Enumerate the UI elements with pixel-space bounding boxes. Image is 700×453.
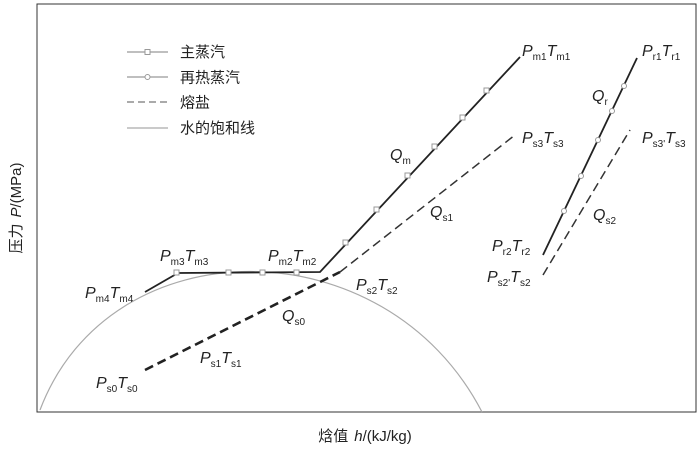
- salt-line: [144, 270, 341, 372]
- label-symbol: P: [356, 277, 367, 294]
- label-subscript: r: [604, 97, 608, 108]
- point-label: Pr1Tr1: [642, 43, 681, 63]
- legend-label: 熔盐: [180, 95, 210, 112]
- label-subscript: s1: [211, 359, 222, 370]
- label-symbol: P: [642, 43, 653, 60]
- point-label: Qr: [592, 88, 608, 108]
- legend-label: 再热蒸汽: [180, 69, 240, 86]
- label-subscript: r1: [653, 52, 662, 63]
- legend: [127, 49, 168, 129]
- label-subscript: s1: [231, 359, 242, 370]
- point-label: Qs2: [593, 207, 616, 227]
- label-subscript: s2: [367, 286, 378, 297]
- label-subscript: r2: [521, 247, 530, 258]
- label-subscript: s3: [553, 139, 564, 150]
- label-symbol: T: [662, 43, 673, 60]
- label-subscript: r2: [503, 247, 512, 258]
- label-symbol: P: [268, 248, 279, 265]
- label-symbol: P: [160, 248, 171, 265]
- point-label: Ps3'Ts3: [642, 130, 686, 150]
- point-label: Ps0Ts0: [96, 375, 138, 395]
- axis-label: 焓值 h/(kJ/kg): [318, 428, 412, 445]
- label-symbol: T: [512, 238, 523, 255]
- axis-label-part: 焓值: [318, 428, 348, 445]
- label-subscript: r1: [671, 52, 680, 63]
- point-label: Pm2Tm2: [268, 248, 317, 268]
- label-symbol: P: [492, 238, 503, 255]
- label-symbol: P: [522, 43, 533, 60]
- label-symbol: P: [85, 285, 96, 302]
- axis-label: 压力 P/(MPa): [8, 162, 25, 253]
- label-symbol: Q: [592, 88, 604, 105]
- label-subscript: s3: [533, 139, 544, 150]
- label-subscript: m2: [302, 257, 316, 268]
- point-label: Qs0: [282, 308, 305, 328]
- label-subscript: s2': [498, 278, 511, 289]
- salt-line: [542, 129, 631, 276]
- point-label: Ps2Ts2: [356, 277, 398, 297]
- label-symbol: T: [377, 277, 388, 294]
- label-symbol: Q: [282, 308, 294, 325]
- label-symbol: P: [96, 375, 107, 392]
- label-subscript: m3: [171, 257, 185, 268]
- label-subscript: m2: [279, 257, 293, 268]
- label-subscript: s3: [675, 139, 686, 150]
- label-subscript: s2: [387, 286, 398, 297]
- axis-label-part: h: [354, 428, 362, 445]
- axis-label-part: 压力: [8, 224, 25, 254]
- point-label: Ps1Ts1: [200, 350, 242, 370]
- point-label: Pr2Tr2: [492, 238, 531, 258]
- label-symbol: T: [547, 43, 558, 60]
- label-subscript: s0: [127, 384, 138, 395]
- label-subscript: m3: [194, 257, 208, 268]
- legend-label: 主蒸汽: [180, 44, 225, 61]
- point-label: Pm4Tm4: [85, 285, 134, 305]
- markers: [173, 83, 627, 276]
- label-symbol: T: [117, 375, 128, 392]
- point-label: Pm1Tm1: [522, 43, 571, 63]
- label-subscript: s1: [442, 213, 453, 224]
- label-symbol: P: [522, 130, 533, 147]
- label-symbol: T: [185, 248, 196, 265]
- axis-label-part: /(MPa): [8, 162, 25, 207]
- label-subscript: s3': [653, 139, 666, 150]
- main-steam-line: [144, 56, 521, 293]
- label-subscript: m1: [556, 52, 570, 63]
- label-symbol: T: [665, 130, 676, 147]
- label-symbol: P: [200, 350, 211, 367]
- label-symbol: T: [221, 350, 232, 367]
- point-label: Ps2'Ts2: [487, 269, 531, 289]
- label-symbol: T: [293, 248, 304, 265]
- legend-label: 水的饱和线: [180, 120, 255, 137]
- label-symbol: T: [543, 130, 554, 147]
- point-label: Qm: [390, 147, 411, 167]
- label-subscript: s0: [294, 317, 305, 328]
- label-symbol: P: [642, 130, 653, 147]
- label-symbol: T: [510, 269, 521, 286]
- label-subscript: m1: [533, 52, 547, 63]
- axis-label-part: /(kJ/kg): [363, 428, 412, 445]
- label-symbol: P: [487, 269, 498, 286]
- label-symbol: T: [110, 285, 121, 302]
- label-symbol: Q: [430, 204, 442, 221]
- label-subscript: m4: [96, 294, 110, 305]
- label-subscript: m4: [119, 294, 133, 305]
- frame: [36, 3, 697, 413]
- label-subscript: m: [402, 156, 410, 167]
- point-label: Qs1: [430, 204, 453, 224]
- label-symbol: Q: [593, 207, 605, 224]
- salt-line: [339, 134, 516, 273]
- reheat-line: [542, 57, 638, 256]
- point-label: Pm3Tm3: [160, 248, 209, 268]
- point-label: Ps3Ts3: [522, 130, 564, 150]
- label-subscript: s2: [605, 216, 616, 227]
- label-subscript: s2: [520, 278, 531, 289]
- label-subscript: s0: [107, 384, 118, 395]
- axis-label-part: P: [8, 207, 25, 217]
- label-symbol: Q: [390, 147, 402, 164]
